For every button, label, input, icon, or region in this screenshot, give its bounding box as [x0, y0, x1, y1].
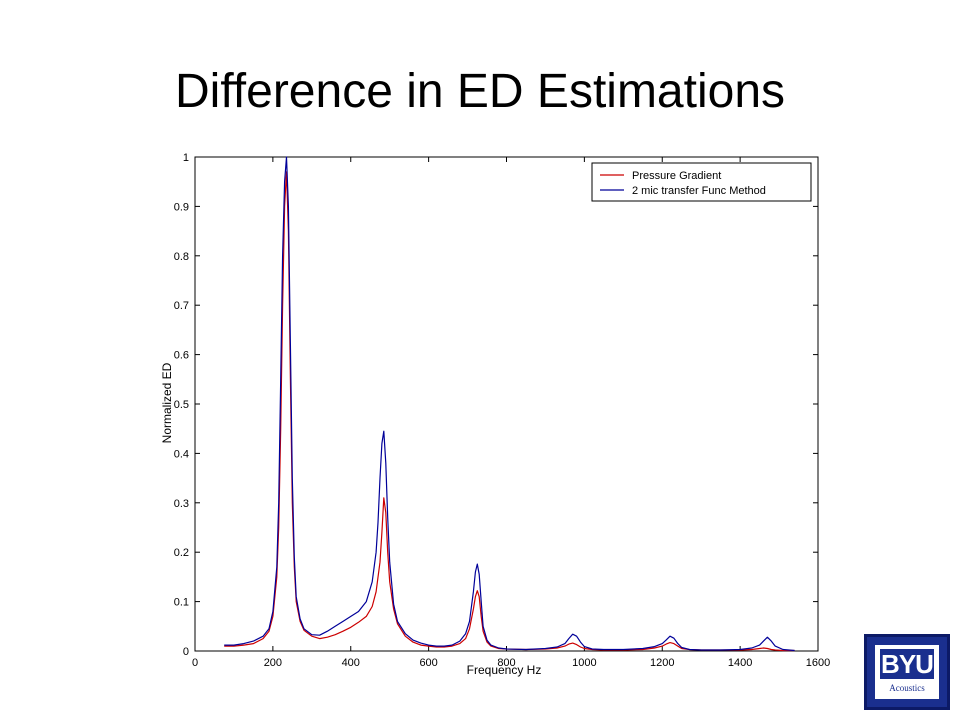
axis-ticks: 0 200 400 600 800 1000 1200 1400 1600 0 0.1 0.2 0.3 0…: [174, 152, 831, 669]
y-tick-label: 0: [183, 646, 189, 658]
x-axis-label: Frequency Hz: [467, 663, 542, 677]
series-line-2: [224, 156, 795, 652]
x-tick-label: 600: [419, 657, 437, 669]
y-tick-label: 0.9: [174, 201, 189, 213]
x-tick-label: 1600: [806, 657, 830, 669]
x-tick-label: 400: [342, 657, 360, 669]
logo-subtitle: Acoustics: [889, 683, 925, 693]
x-tick-label: 1200: [650, 657, 674, 669]
logo-panel: BYU Acoustics: [875, 645, 939, 699]
y-tick-label: 0.3: [174, 498, 189, 510]
x-tick-label: 1000: [572, 657, 596, 669]
legend-box: [591, 162, 812, 202]
plot-frame: [194, 156, 819, 652]
y-axis-label: Normalized ED: [160, 362, 174, 443]
y-tick-label: 0.7: [174, 300, 189, 312]
y-tick-label: 0.6: [174, 350, 189, 362]
y-tick-label: 0.4: [174, 448, 189, 460]
y-tick-label: 0.5: [174, 399, 189, 411]
legend: Pressure Gradient 2 mic transfer Func Met…: [591, 162, 812, 202]
legend-entry: 2 mic transfer Func Method: [632, 185, 766, 197]
x-tick-label: 1400: [728, 657, 752, 669]
y-tick-label: 0.8: [174, 251, 189, 263]
logo-mark: BYU: [877, 649, 937, 679]
slide-title: Difference in ED Estimations: [174, 65, 786, 118]
y-tick-label: 1: [183, 152, 189, 164]
y-tick-label: 0.2: [174, 547, 189, 559]
legend-entry: Pressure Gradient: [632, 170, 721, 182]
byu-acoustics-logo: BYU Acoustics: [864, 634, 950, 710]
x-tick-label: 0: [192, 657, 198, 669]
x-tick-label: 800: [497, 657, 515, 669]
logo-mark-text: BYU: [880, 649, 934, 679]
plot-area: [194, 156, 819, 652]
series-layer: [224, 156, 795, 652]
x-tick-label: 200: [264, 657, 282, 669]
y-tick-label: 0.1: [174, 597, 189, 609]
